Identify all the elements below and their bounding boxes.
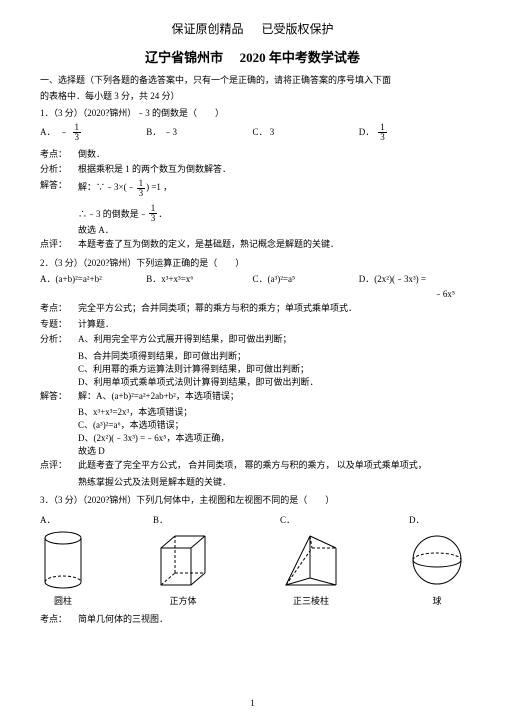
q1-jieda-line2: ∴﹣3 的倒数是﹣ 13 ． [40, 204, 465, 223]
section-intro-1: 一、选择题（下列各题的备选答案中，只有一个是正确的，请将正确答案的序号填入下面 [40, 74, 465, 88]
fraction-neg: 1 3 [73, 123, 82, 142]
sphere-icon [409, 530, 465, 590]
page-number: 1 [0, 698, 505, 708]
q3-kaodian: 考点： 简单几何体的三视图． [40, 613, 465, 627]
q1-kaodian: 考点： 倒数． [40, 148, 465, 162]
header-right: 已受版权保护 [262, 22, 334, 36]
q2-optD-tail: ﹣6x⁵ [40, 287, 465, 300]
q1-stem: 1．（3 分）（2020?锦州）﹣3 的倒数是（ ） [40, 107, 465, 121]
q2-optC: C．(a³)²=a⁵ [253, 273, 359, 286]
q2-kaodian: 考点： 完全平方公式；合并同类项；幂的乘方与积的乘方；单项式乘单项式． [40, 302, 465, 316]
q1-fenxi: 分析： 根据乘积是 1 的两个数互为倒数解答． [40, 163, 465, 177]
cube-icon [153, 530, 213, 590]
page-title: 辽宁省锦州市 2020 年中考数学试卷 [40, 47, 465, 66]
q2-jdE: 故选 D [40, 444, 465, 457]
q1-options: A． ﹣ 1 3 B． ﹣3 C． 3 D． 1 3 [40, 123, 465, 142]
q1-optB: B． ﹣3 [146, 126, 252, 139]
q2-optA: A．(a+b)²=a²+b² [40, 273, 146, 286]
header-left: 保证原创精品 [171, 22, 243, 36]
copyright-header: 保证原创精品 已受版权保护 [40, 20, 465, 37]
q2-options: A．(a+b)²=a²+b² B．x³+x³=x⁶ C．(a³)²=a⁵ D．(… [40, 273, 465, 286]
prism-icon [280, 530, 342, 590]
q2-fxB: B、合并同类项得到结果，即可做出判断； [40, 349, 465, 362]
q2-dianping: 点评： 此题考查了完全平方公式， 合并同类项， 幂的乘方与积的乘方， 以及单项式… [40, 459, 465, 473]
q2-dp2: 熟练掌握公式及法则是解本题的关键． [40, 475, 465, 488]
shape-sphere: D． 球 [409, 513, 465, 607]
q2-jieda: 解答： 解：A、(a+b)²=a²+2ab+b²，本选项错误； [40, 390, 465, 404]
q2-zhuanti: 专题： 计算题． [40, 318, 465, 332]
fraction-pos: 1 3 [378, 123, 387, 142]
q2-fxD: D、利用单项式乘单项式法则计算得到结果，即可做出判断． [40, 375, 465, 388]
shape-cylinder: A． 圆柱 [40, 513, 86, 607]
q1-optA: A． ﹣ 1 3 [40, 123, 146, 142]
q2-optB: B．x³+x³=x⁶ [146, 273, 252, 286]
q2-jdD: D、(2x²)(﹣3x³) =﹣6x⁵，本选项正确， [40, 431, 465, 444]
q3-stem: 3．（3 分）（2020?锦州）下列几何体中，主视图和左视图不同的是（ ） [40, 494, 465, 508]
q1-dianping: 点评： 本题考查了互为倒数的定义，是基础题，熟记概念是解题的关键． [40, 238, 465, 252]
title-rest: 2020 年中考数学试卷 [240, 50, 360, 65]
q1-jieda-line3: 故选 A． [40, 223, 465, 236]
q2-fxC: C、利用幂的乘方运算法则计算得到结果，即可做出判断； [40, 362, 465, 375]
q2-jdB: B、x³+x³=2x³，本选项错误； [40, 405, 465, 418]
q2-fenxi: 分析： A、利用完全平方公式展开得到结果，即可做出判断； [40, 333, 465, 347]
q2-optD: D．(2x²)(﹣3x³) = [359, 273, 465, 286]
q1-optC: C． 3 [253, 126, 359, 139]
shape-prism: C． 正三棱柱 [280, 513, 342, 607]
shape-cube: B． 正方体 [153, 513, 213, 607]
cylinder-icon [40, 530, 86, 590]
q2-jdC: C、(a³)²=a⁶，本选项错误； [40, 418, 465, 431]
title-city: 辽宁省锦州市 [145, 50, 223, 65]
q2-stem: 2．（3 分）（2020?锦州）下列运算正确的是（ ） [40, 257, 465, 271]
q1-optD: D． 1 3 [359, 123, 465, 142]
section-intro-2: 的表格中．每小题 3 分，共 24 分） [40, 90, 465, 104]
q3-shapes: A． 圆柱 B． 正方体 C． [40, 513, 465, 607]
q1-jieda: 解答： 解：∵﹣3×(﹣ 13 ) =1 ， [40, 179, 465, 198]
